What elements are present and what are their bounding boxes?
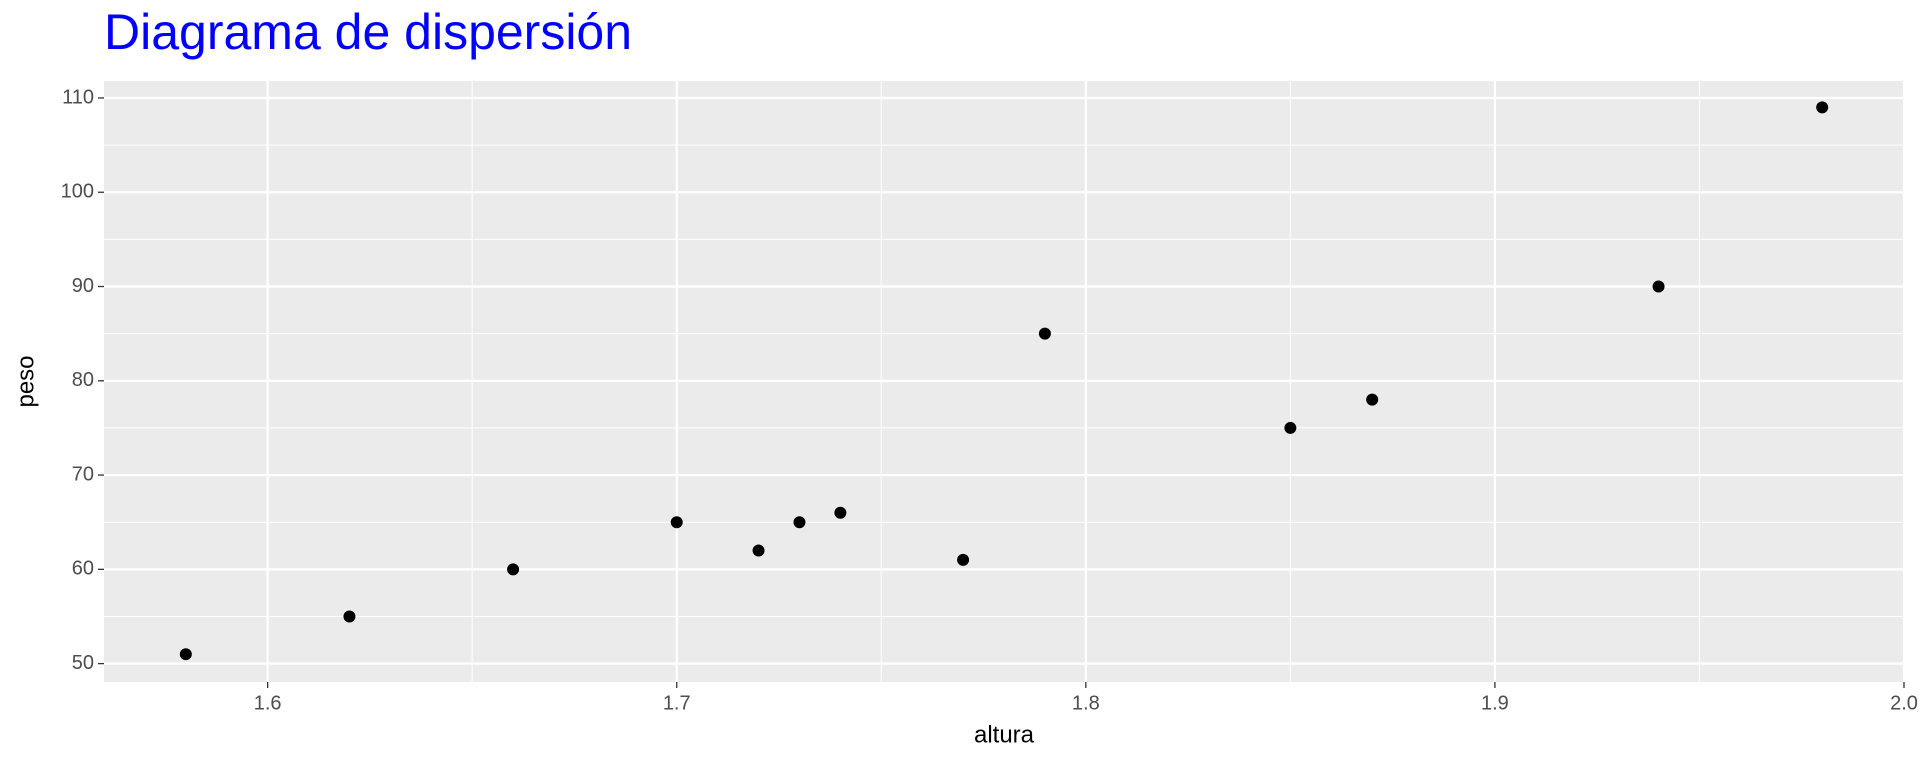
point (670, 516, 683, 529)
y-tick-label: 70 (72, 463, 94, 485)
point (752, 544, 765, 557)
point (1284, 421, 1297, 434)
point (957, 553, 970, 566)
point (834, 506, 847, 519)
x-tick-label: 1.6 (254, 692, 282, 714)
y-tick-label: 50 (72, 652, 94, 674)
point (1038, 327, 1051, 340)
point (179, 648, 192, 661)
y-tick-label: 90 (72, 275, 94, 297)
x-tick-label: 1.9 (1481, 692, 1509, 714)
x-axis-title: altura (974, 721, 1035, 748)
x-tick-label: 1.8 (1072, 692, 1100, 714)
point (343, 610, 356, 623)
point (507, 563, 520, 576)
x-tick-label: 2.0 (1890, 692, 1918, 714)
y-tick-label: 60 (72, 558, 94, 580)
point (1816, 101, 1829, 114)
y-tick-label: 110 (62, 86, 94, 108)
y-axis-title: peso (12, 355, 39, 407)
point (1652, 280, 1665, 293)
chart-title: Diagrama de dispersión (104, 4, 632, 60)
y-tick-label: 80 (72, 369, 94, 391)
y-tick-label: 100 (61, 181, 94, 203)
point (793, 516, 806, 529)
x-tick-label: 1.7 (663, 692, 691, 714)
point (1366, 393, 1379, 406)
